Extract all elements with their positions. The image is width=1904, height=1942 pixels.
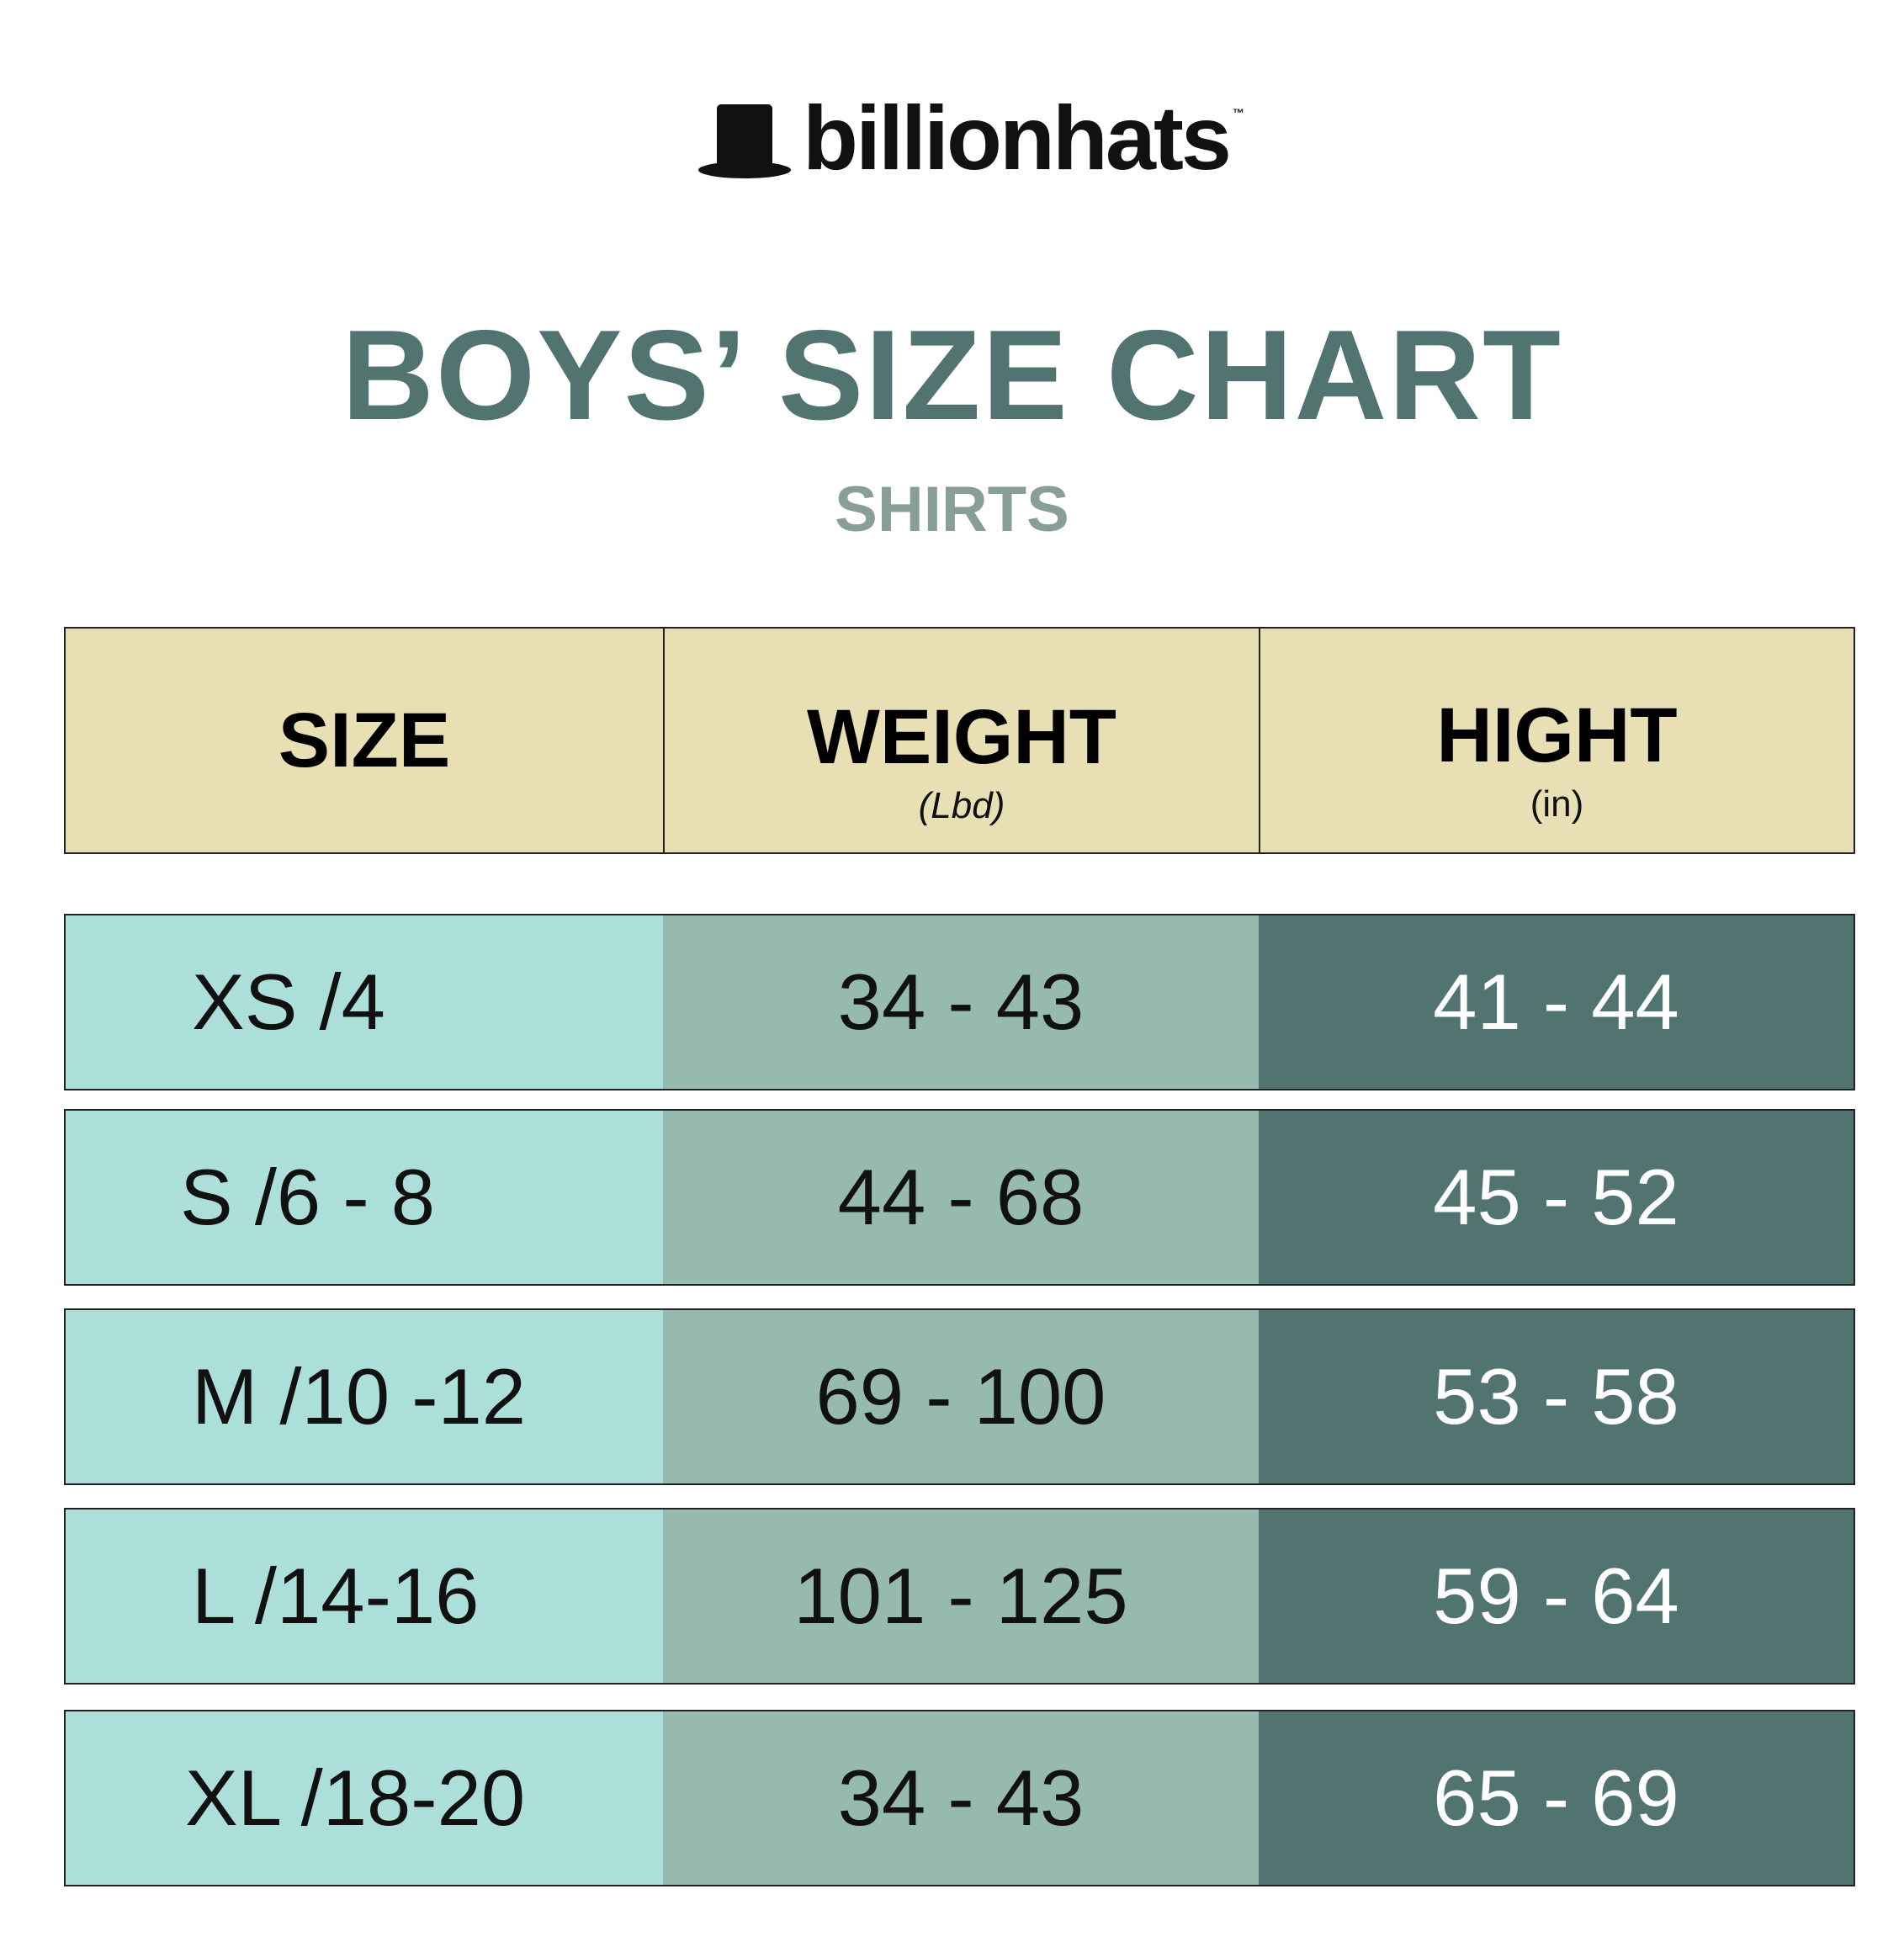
page-subtitle: SHIRTS (835, 474, 1069, 545)
header-height: HIGHT (in) (1259, 629, 1854, 852)
table-row: XS /4 34 - 43 41 - 44 (64, 914, 1855, 1090)
size-cell: XS /4 (66, 915, 663, 1089)
size-cell: L /14-16 (66, 1510, 663, 1683)
weight-cell: 34 - 43 (663, 915, 1259, 1089)
size-cell: XL /18-20 (66, 1711, 663, 1885)
brand-logo: billionhats ™ (698, 93, 1244, 183)
page-title: BOYS’ SIZE CHART (342, 304, 1562, 447)
header-weight: WEIGHT (Lbd) (663, 629, 1259, 852)
top-hat-icon (698, 104, 791, 178)
header-size: SIZE (66, 629, 663, 852)
table-row: M /10 -12 69 - 100 53 - 58 (64, 1308, 1855, 1485)
height-cell: 65 - 69 (1259, 1711, 1854, 1885)
height-cell: 41 - 44 (1259, 915, 1854, 1089)
header-size-label: SIZE (278, 698, 451, 783)
trademark-symbol: ™ (1233, 106, 1244, 119)
header-height-label: HIGHT (1436, 692, 1678, 778)
table-header-row: SIZE WEIGHT (Lbd) HIGHT (in) (64, 627, 1855, 854)
table-row: XL /18-20 34 - 43 65 - 69 (64, 1710, 1855, 1886)
header-weight-label: WEIGHT (807, 694, 1116, 780)
height-cell: 59 - 64 (1259, 1510, 1854, 1683)
weight-cell: 44 - 68 (663, 1111, 1259, 1284)
header-height-unit: (in) (1530, 783, 1584, 825)
height-cell: 45 - 52 (1259, 1111, 1854, 1284)
brand-name: billionhats (803, 87, 1232, 188)
table-row: S /6 - 8 44 - 68 45 - 52 (64, 1109, 1855, 1286)
weight-cell: 69 - 100 (663, 1310, 1259, 1483)
header-weight-unit: (Lbd) (918, 785, 1005, 826)
table-row: L /14-16 101 - 125 59 - 64 (64, 1508, 1855, 1685)
size-cell: S /6 - 8 (66, 1111, 663, 1284)
height-cell: 53 - 58 (1259, 1310, 1854, 1483)
size-cell: M /10 -12 (66, 1310, 663, 1483)
weight-cell: 34 - 43 (663, 1711, 1259, 1885)
weight-cell: 101 - 125 (663, 1510, 1259, 1683)
